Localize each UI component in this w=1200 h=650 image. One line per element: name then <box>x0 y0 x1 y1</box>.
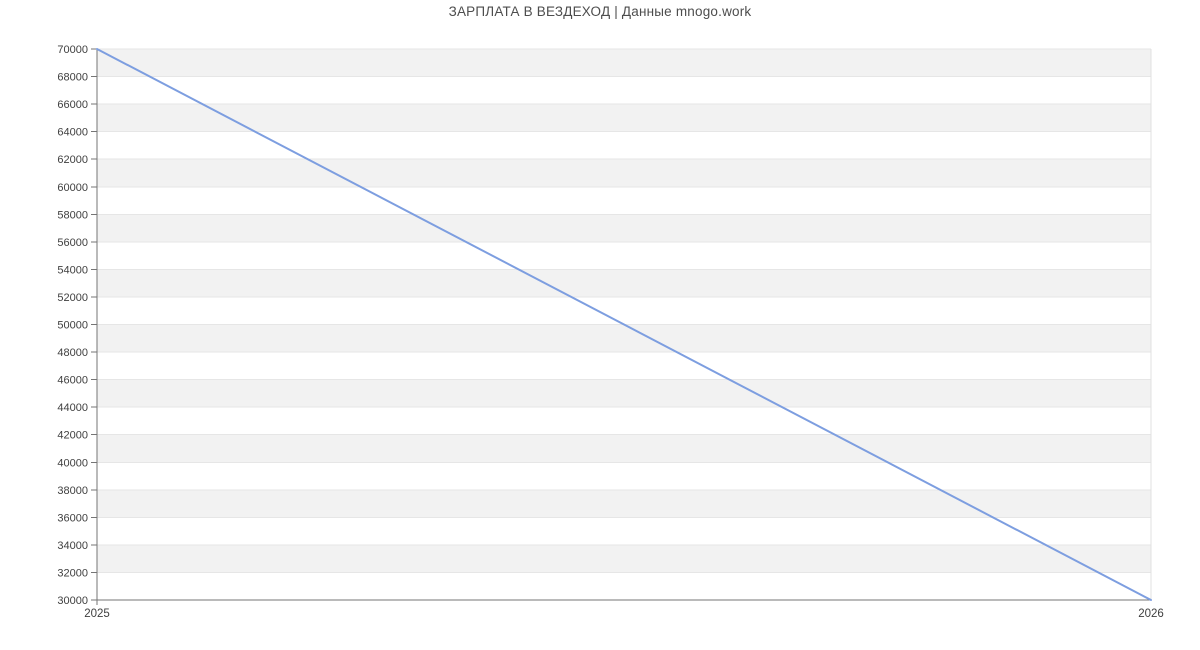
plot-band <box>97 214 1151 242</box>
y-tick-label: 68000 <box>57 72 88 84</box>
y-tick-label: 58000 <box>57 209 88 221</box>
plot-band <box>97 104 1151 132</box>
plot-band <box>97 379 1151 408</box>
y-tick-label: 56000 <box>57 237 88 249</box>
y-tick-label: 70000 <box>57 44 88 56</box>
y-tick-label: 46000 <box>57 375 88 387</box>
series-line <box>96 48 1152 601</box>
y-tick-label: 40000 <box>57 457 88 469</box>
plot-band <box>97 544 1151 573</box>
x-tick-label: 2026 <box>1138 608 1164 620</box>
plot-band <box>97 269 1151 297</box>
y-tick-label: 54000 <box>57 264 88 276</box>
y-tick-label: 64000 <box>57 127 88 139</box>
y-tick-label: 42000 <box>57 430 88 442</box>
y-tick-label: 48000 <box>57 347 88 359</box>
y-tick-label: 66000 <box>57 99 88 111</box>
plot-band <box>97 49 1151 77</box>
y-tick-label: 32000 <box>57 567 88 579</box>
y-tick-label: 34000 <box>57 540 88 552</box>
y-tick-label: 30000 <box>57 595 88 607</box>
chart-title: ЗАРПЛАТА В ВЕЗДЕХОД | Данные mnogo.work <box>448 4 752 19</box>
y-tick-label: 36000 <box>57 512 88 524</box>
y-tick-label: 44000 <box>57 402 88 414</box>
y-tick-label: 60000 <box>57 182 88 194</box>
y-tick-label: 50000 <box>57 320 88 332</box>
plot-band <box>97 324 1151 353</box>
y-tick-label: 38000 <box>57 485 88 497</box>
y-tick-label: 52000 <box>57 292 88 304</box>
plot-band <box>97 434 1151 463</box>
plot-band <box>97 489 1151 518</box>
x-tick-label: 2025 <box>84 608 110 620</box>
y-tick-label: 62000 <box>57 154 88 166</box>
plot-band <box>97 159 1151 187</box>
